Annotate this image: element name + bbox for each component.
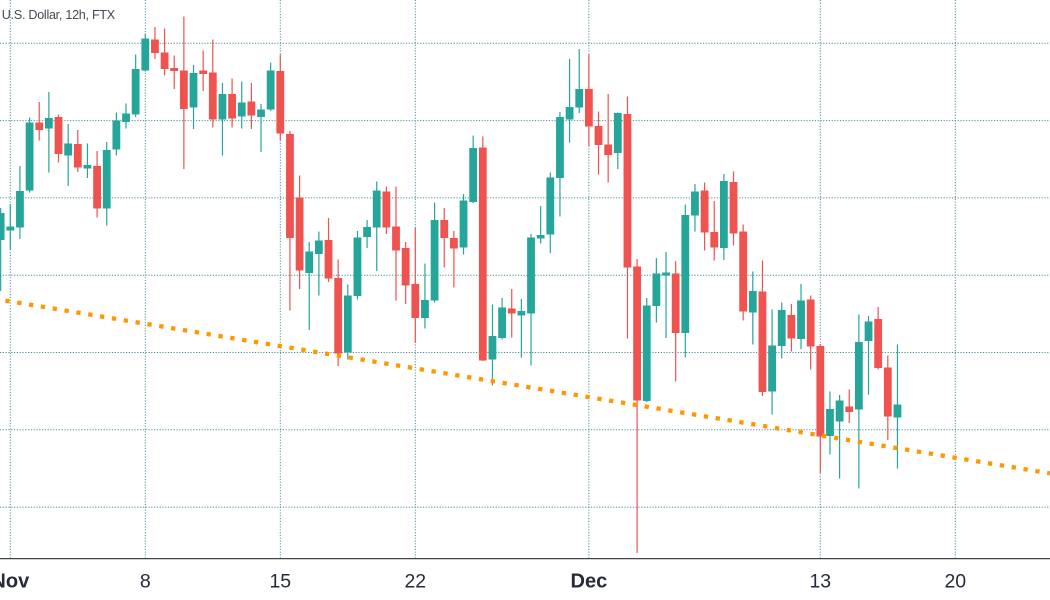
svg-text:Dec: Dec	[571, 571, 608, 593]
svg-text:Nov: Nov	[0, 571, 30, 593]
svg-text:20: 20	[944, 570, 966, 592]
svg-text:13: 13	[809, 570, 831, 592]
svg-text:22: 22	[404, 570, 426, 592]
svg-text:15: 15	[269, 570, 291, 592]
svg-text:8: 8	[140, 570, 151, 592]
svg-text:U.S. Dollar, 12h, FTX: U.S. Dollar, 12h, FTX	[2, 8, 116, 22]
